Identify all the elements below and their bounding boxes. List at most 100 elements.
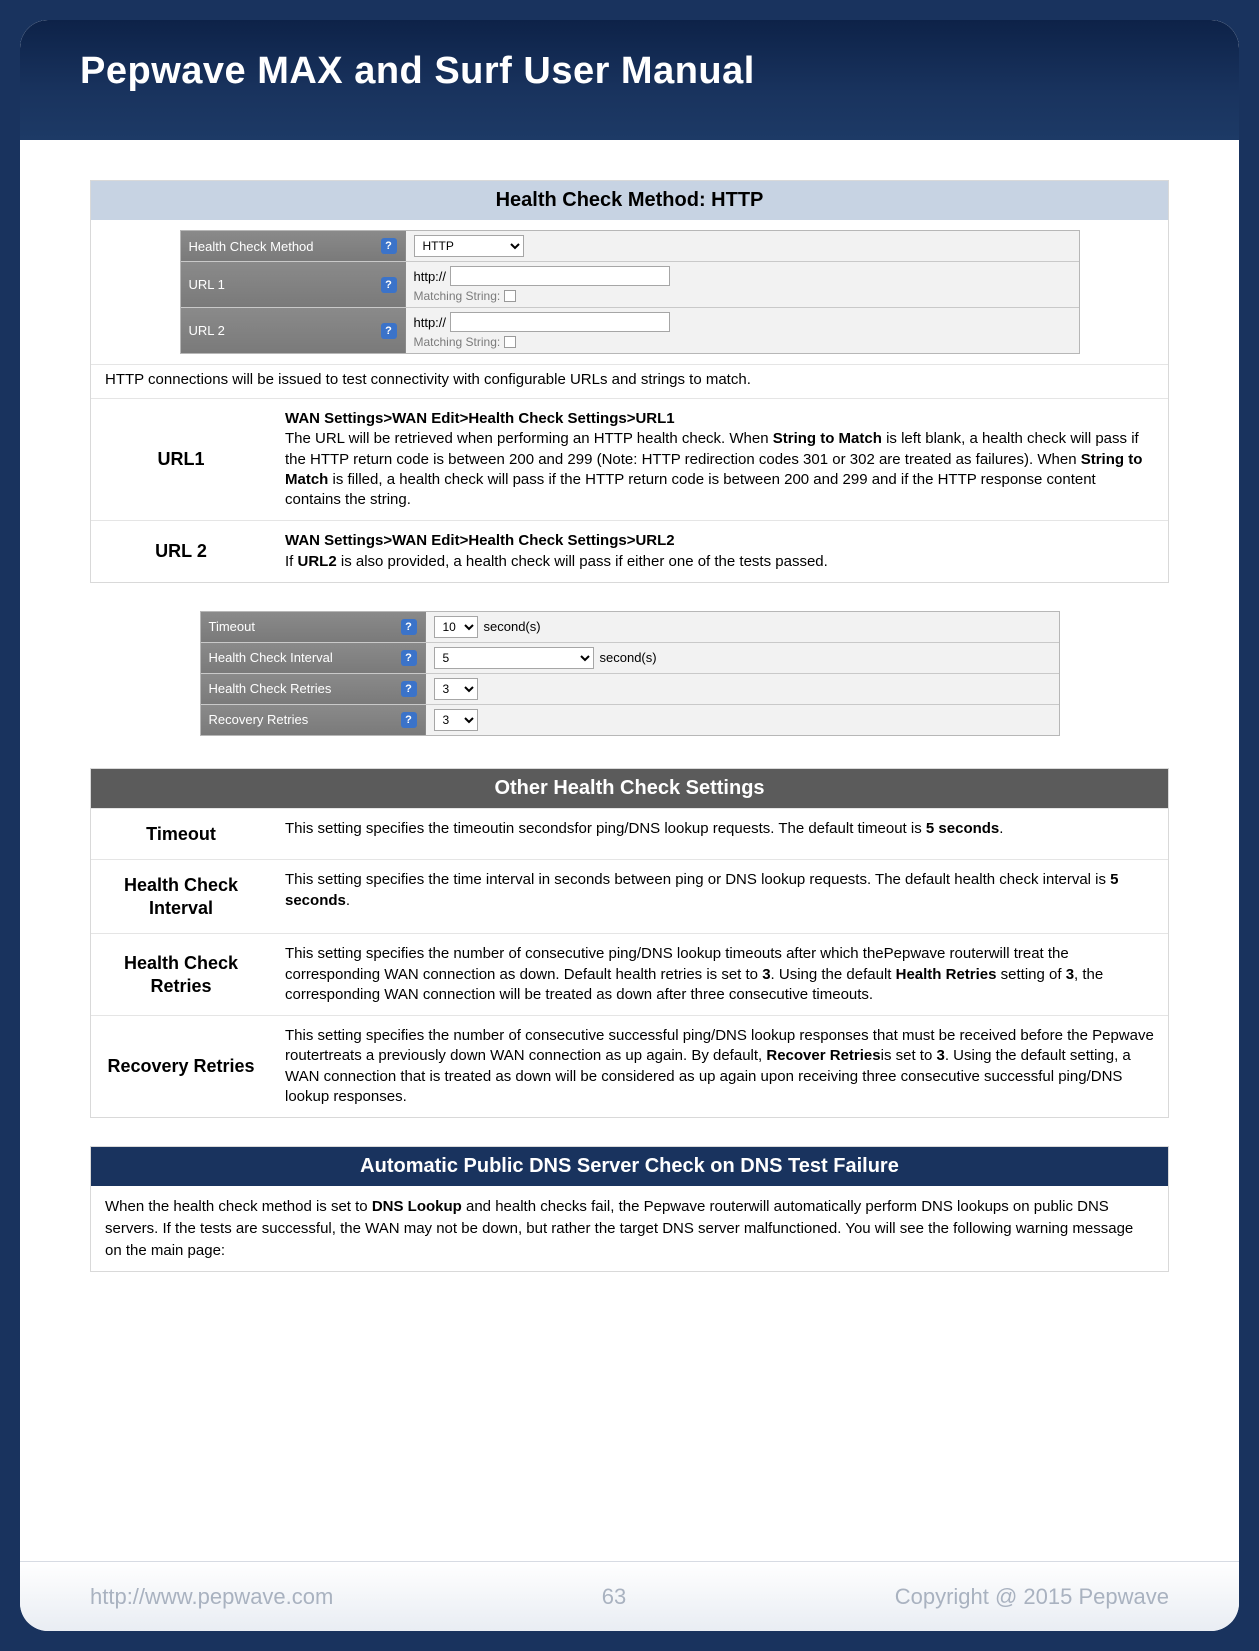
help-icon[interactable]: ? xyxy=(401,712,417,728)
text: When the health check method is set to xyxy=(105,1198,372,1215)
ui-row-rec-retries: Recovery Retries ? 3 xyxy=(201,704,1059,735)
page-footer: http://www.pepwave.com 63 Copyright @ 20… xyxy=(20,1561,1239,1631)
ui-field-rec-retries: 3 xyxy=(426,705,1059,735)
text: If xyxy=(285,553,298,570)
ui-row-url1: URL 1 ? http:// Matching String: xyxy=(181,261,1079,307)
def-rec-retries-label: Recovery Retries xyxy=(91,1016,271,1117)
matching-checkbox[interactable] xyxy=(504,290,516,302)
ui-label-text: Health Check Interval xyxy=(209,650,333,665)
matching-checkbox[interactable] xyxy=(504,336,516,348)
footer-url: http://www.pepwave.com xyxy=(90,1584,333,1610)
http-caption: HTTP connections will be issued to test … xyxy=(91,364,1168,398)
page-title: Pepwave MAX and Surf User Manual xyxy=(80,50,1179,93)
ui-row-interval: Health Check Interval ? 5 second(s) xyxy=(201,642,1059,673)
url2-input[interactable] xyxy=(450,312,670,332)
text: is set to xyxy=(881,1047,937,1064)
def-hc-retries-body: This setting specifies the number of con… xyxy=(271,934,1168,1015)
ui-field-timeout: 10 second(s) xyxy=(426,612,1059,642)
ui-row-method: Health Check Method ? HTTP xyxy=(181,231,1079,261)
breadcrumb-path: WAN Settings>WAN Edit>Health Check Setti… xyxy=(285,532,675,549)
def-interval-label: Health Check Interval xyxy=(91,860,271,933)
manual-header: Pepwave MAX and Surf User Manual xyxy=(20,20,1239,140)
def-url2-label: URL 2 xyxy=(91,521,271,582)
timeout-select[interactable]: 10 xyxy=(434,616,478,638)
def-timeout-body: This setting specifies the timeoutin sec… xyxy=(271,809,1168,860)
timing-ui-screenshot: Timeout ? 10 second(s) Health Check Inte… xyxy=(200,611,1060,736)
section-dns: Automatic Public DNS Server Check on DNS… xyxy=(90,1146,1169,1272)
health-check-method-select[interactable]: HTTP xyxy=(414,235,524,257)
def-interval-body: This setting specifies the time interval… xyxy=(271,860,1168,933)
breadcrumb-path: WAN Settings>WAN Edit>Health Check Setti… xyxy=(285,410,675,427)
section-other: Other Health Check Settings Timeout This… xyxy=(90,768,1169,1118)
def-url2: URL 2 WAN Settings>WAN Edit>Health Check… xyxy=(91,520,1168,582)
ui-label-text: URL 2 xyxy=(189,323,225,338)
ui-label-timeout: Timeout ? xyxy=(201,612,426,642)
ui-label-text: URL 1 xyxy=(189,277,225,292)
def-hc-retries: Health Check Retries This setting specif… xyxy=(91,933,1168,1015)
ui-label-rec-retries: Recovery Retries ? xyxy=(201,705,426,735)
interval-select[interactable]: 5 xyxy=(434,647,594,669)
ui-row-url2: URL 2 ? http:// Matching String: xyxy=(181,307,1079,353)
text: . xyxy=(999,820,1003,837)
bold: 5 seconds xyxy=(926,820,999,837)
unit-label: second(s) xyxy=(484,619,541,634)
bold: 3 xyxy=(1066,966,1074,983)
text: . xyxy=(346,892,350,909)
text: This setting specifies the timeoutin sec… xyxy=(285,820,926,837)
text: setting of xyxy=(996,966,1065,983)
bold: URL2 xyxy=(298,553,337,570)
help-icon[interactable]: ? xyxy=(381,323,397,339)
bold: 3 xyxy=(762,966,770,983)
section-dns-title: Automatic Public DNS Server Check on DNS… xyxy=(91,1147,1168,1186)
ui-label-url2: URL 2 ? xyxy=(181,308,406,353)
help-icon[interactable]: ? xyxy=(381,238,397,254)
ui-row-hc-retries: Health Check Retries ? 3 xyxy=(201,673,1059,704)
def-rec-retries-body: This setting specifies the number of con… xyxy=(271,1016,1168,1117)
def-url1-body: WAN Settings>WAN Edit>Health Check Setti… xyxy=(271,399,1168,520)
help-icon[interactable]: ? xyxy=(401,650,417,666)
hc-retries-select[interactable]: 3 xyxy=(434,678,478,700)
rec-retries-select[interactable]: 3 xyxy=(434,709,478,731)
ui-field-url2: http:// Matching String: xyxy=(406,308,1079,353)
bold: Recover Retries xyxy=(766,1047,880,1064)
ui-label-url1: URL 1 ? xyxy=(181,262,406,307)
section-http: Health Check Method: HTTP Health Check M… xyxy=(90,180,1169,583)
bold: DNS Lookup xyxy=(372,1198,462,1215)
def-timeout-label: Timeout xyxy=(91,809,271,860)
text: . Using the default xyxy=(771,966,896,983)
ui-label-method: Health Check Method ? xyxy=(181,231,406,261)
url2-matching: Matching String: xyxy=(414,335,1071,349)
ui-row-timeout: Timeout ? 10 second(s) xyxy=(201,612,1059,642)
page-frame: Pepwave MAX and Surf User Manual Health … xyxy=(20,20,1239,1631)
url-prefix: http:// xyxy=(414,315,447,330)
footer-page-number: 63 xyxy=(554,1584,674,1610)
text: This setting specifies the time interval… xyxy=(285,871,1110,888)
matching-label: Matching String: xyxy=(414,335,501,349)
ui-label-interval: Health Check Interval ? xyxy=(201,643,426,673)
ui-label-text: Health Check Retries xyxy=(209,681,332,696)
ui-label-text: Timeout xyxy=(209,619,255,634)
ui-field-url1: http:// Matching String: xyxy=(406,262,1079,307)
http-ui-panel: Health Check Method ? HTTP URL 1 ? xyxy=(180,230,1080,354)
help-icon[interactable]: ? xyxy=(401,681,417,697)
bold: String to Match xyxy=(773,430,882,447)
help-icon[interactable]: ? xyxy=(381,277,397,293)
page-content: Health Check Method: HTTP Health Check M… xyxy=(20,140,1239,1272)
ui-field-interval: 5 second(s) xyxy=(426,643,1059,673)
bold: 3 xyxy=(936,1047,944,1064)
bold: Health Retries xyxy=(896,966,997,983)
timing-ui-panel: Timeout ? 10 second(s) Health Check Inte… xyxy=(200,611,1060,736)
help-icon[interactable]: ? xyxy=(401,619,417,635)
matching-label: Matching String: xyxy=(414,289,501,303)
ui-label-text: Health Check Method xyxy=(189,239,314,254)
url-prefix: http:// xyxy=(414,269,447,284)
footer-copyright: Copyright @ 2015 Pepwave xyxy=(895,1584,1169,1610)
section-http-title: Health Check Method: HTTP xyxy=(91,181,1168,220)
url1-input[interactable] xyxy=(450,266,670,286)
ui-label-text: Recovery Retries xyxy=(209,712,309,727)
def-interval: Health Check Interval This setting speci… xyxy=(91,859,1168,933)
text: is filled, a health check will pass if t… xyxy=(285,471,1096,508)
ui-field-hc-retries: 3 xyxy=(426,674,1059,704)
text: is also provided, a health check will pa… xyxy=(337,553,828,570)
def-timeout: Timeout This setting specifies the timeo… xyxy=(91,808,1168,860)
